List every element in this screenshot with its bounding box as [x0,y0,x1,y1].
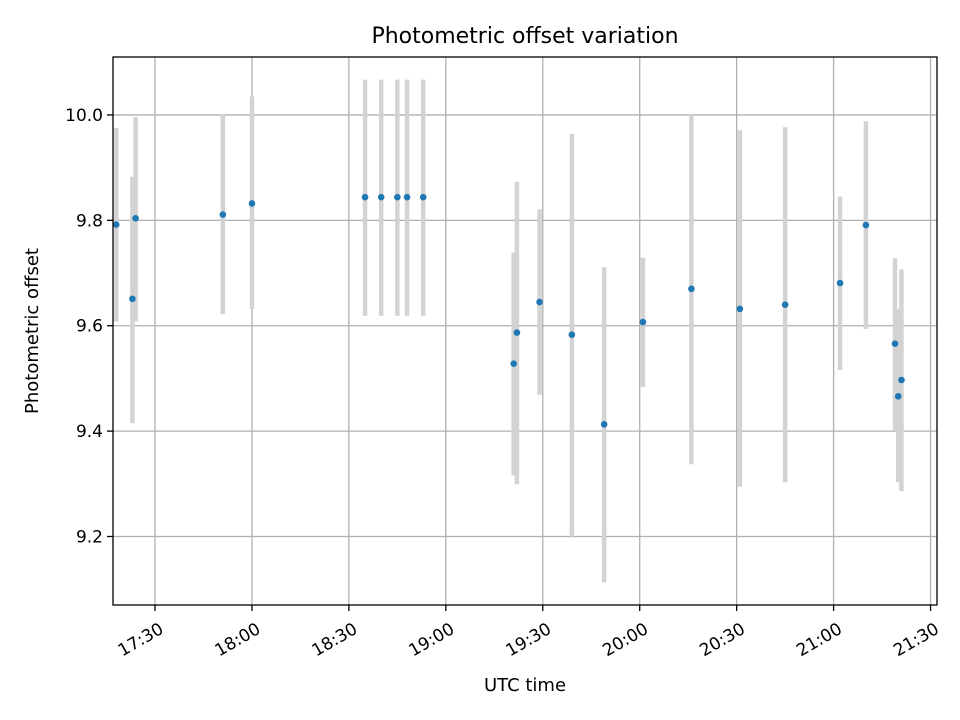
data-point [781,301,789,308]
data-point [836,279,844,287]
chart-title: Photometric offset variation [371,24,678,49]
data-point [894,393,902,400]
data-point [403,193,411,201]
data-point [248,200,256,207]
data-points [112,193,905,428]
data-point [536,298,543,306]
data-point [862,221,870,229]
data-point [219,211,227,218]
data-point [510,360,517,367]
y-tick-label: 9.4 [76,422,103,442]
data-point [898,376,905,384]
y-tick-label: 9.8 [76,211,103,231]
data-point [891,340,899,347]
grid [113,57,937,605]
data-point [600,420,608,428]
data-point [736,305,744,313]
y-axis-title: Photometric offset [22,248,43,414]
data-point [361,193,369,201]
data-point [132,214,139,222]
y-tick-label: 9.6 [76,317,103,337]
y-tick-label: 9.2 [76,528,103,548]
data-point [639,318,647,326]
data-point [688,285,695,293]
y-axis: 9.2 9.4 9.6 9.8 10.0 [65,106,113,548]
data-point [568,331,576,338]
data-point [377,193,385,201]
x-axis-title: UTC time [484,675,566,696]
plot-frame [112,56,938,606]
data-point [394,193,401,201]
data-point [112,221,120,228]
y-tick-label: 10.0 [65,106,103,126]
data-point [513,329,521,336]
data-point [129,295,136,303]
data-point [419,193,427,201]
